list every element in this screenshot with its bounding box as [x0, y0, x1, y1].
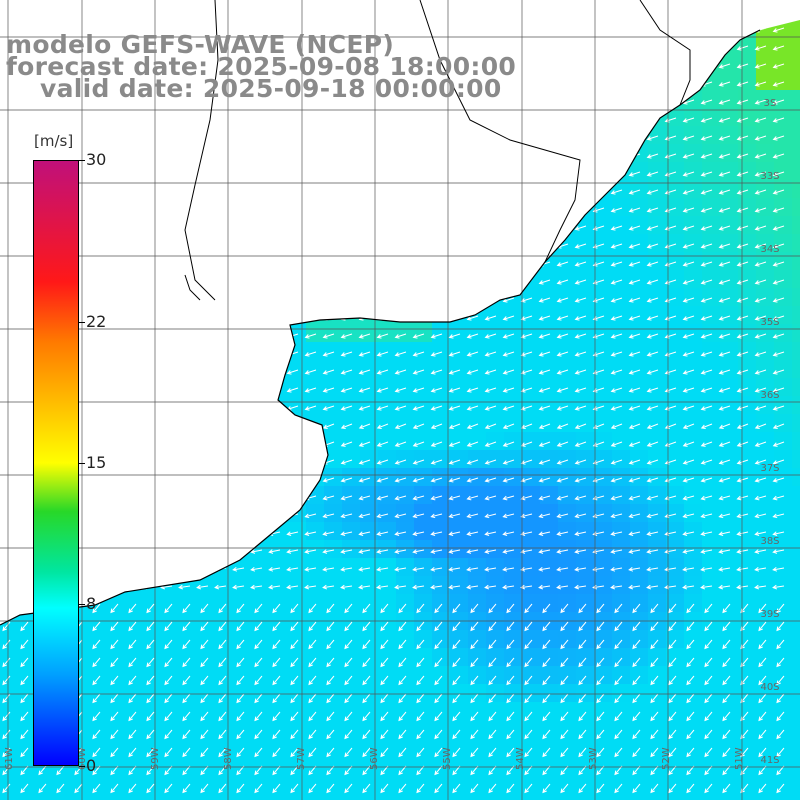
- colorbar-tick-mark: [79, 160, 85, 161]
- colorbar-tick-label: 0: [86, 756, 97, 775]
- lat-label: 34S: [760, 244, 779, 255]
- borders: [184, 0, 691, 301]
- lon-label: 60W: [77, 747, 88, 770]
- lat-label: 35S: [760, 317, 779, 328]
- lon-label: 53W: [588, 747, 599, 770]
- model-title: modelo GEFS-WAVE (NCEP): [6, 30, 395, 59]
- river: [184, 274, 201, 301]
- lon-label: 52W: [661, 747, 672, 770]
- lat-label: 38S: [760, 536, 779, 547]
- colorbar-tick-label: 22: [86, 311, 107, 331]
- lat-label: 40S: [760, 682, 779, 693]
- lon-label: 55W: [442, 747, 453, 770]
- lon-label: 61W: [4, 747, 15, 770]
- coastline: [0, 29, 761, 626]
- lat-label: 36S: [760, 390, 779, 401]
- forecast-date: forecast date: 2025-09-08 18:00:00: [6, 52, 517, 81]
- colorbar-tick-label: 30: [86, 150, 107, 169]
- lat-label: 3S: [764, 98, 777, 109]
- lat-label: 41S: [760, 755, 779, 766]
- colorbar: [33, 160, 79, 766]
- colorbar-units: [m/s]: [34, 132, 74, 150]
- colorbar-tick-label: 15: [86, 453, 107, 472]
- colorbar-tick-mark: [79, 463, 85, 464]
- lat-label: 33S: [760, 171, 779, 182]
- lon-label: 56W: [369, 747, 380, 770]
- colorbar-tick-mark: [79, 604, 85, 606]
- colorbar-tick-mark: [79, 766, 85, 767]
- lon-label: 58W: [223, 747, 234, 770]
- lat-label: 39S: [760, 609, 779, 620]
- colorbar-tick-label: 8: [86, 594, 97, 614]
- lon-label: 59W: [150, 747, 161, 770]
- lon-label: 54W: [515, 747, 526, 770]
- lat-label: 37S: [760, 463, 779, 474]
- colorbar-tick-mark: [79, 321, 85, 323]
- lon-label: 57W: [296, 747, 307, 770]
- lon-label: 51W: [734, 747, 745, 770]
- valid-date: valid date: 2025-09-18 00:00:00: [40, 74, 502, 103]
